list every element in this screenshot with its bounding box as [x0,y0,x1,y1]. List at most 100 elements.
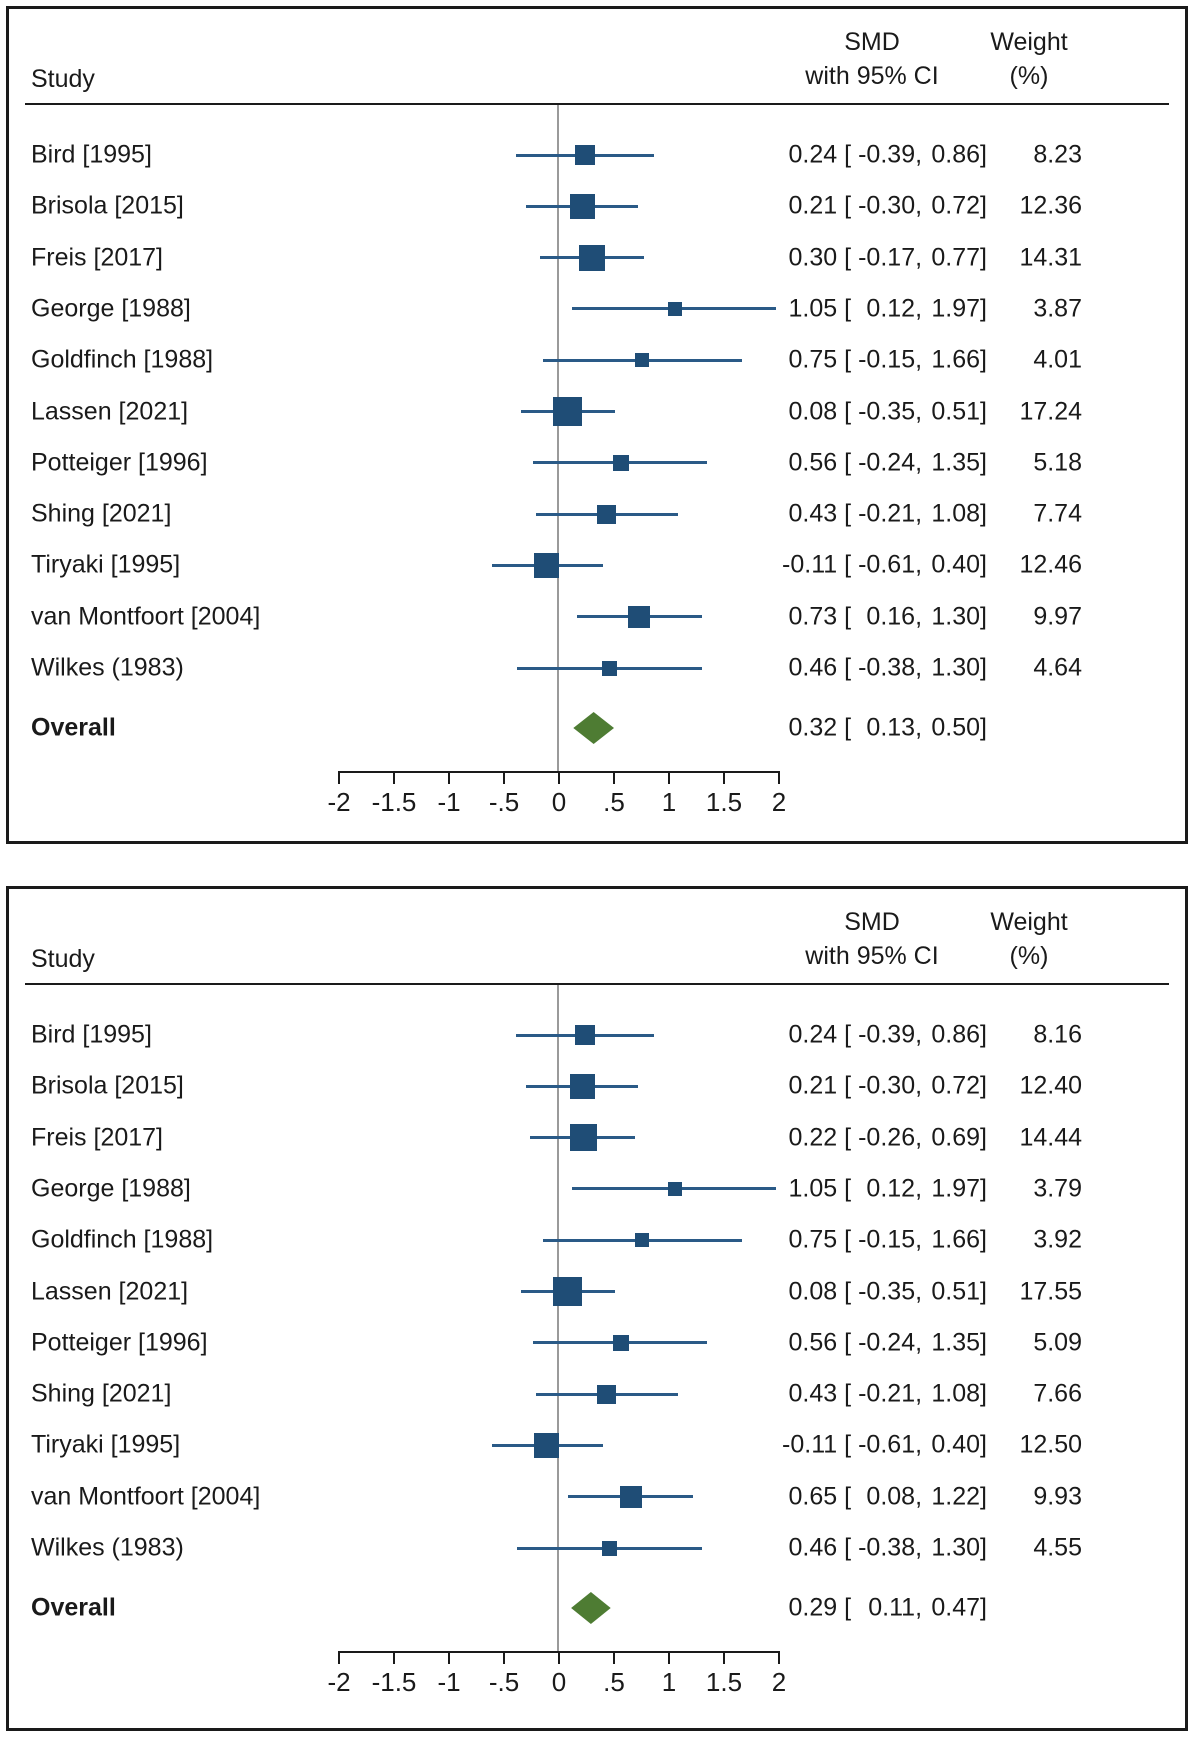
ci-lower: -0.39 [858,140,916,169]
smd-ci-value: 0.56 [-0.24, 1.35] [709,1328,987,1357]
study-row: Goldfinch [1988] 0.75 [-0.15, 1.66] 4.01 [9,334,1185,386]
smd-ci-value: 0.46 [-0.38, 1.30] [709,654,987,683]
weight-value: 8.23 [1033,140,1082,169]
study-label: Lassen [2021] [31,397,189,425]
effect-square [553,397,583,426]
smd-ci-value: 0.73 [0.16, 1.30] [709,602,987,631]
ci-lower: -0.15 [858,1225,916,1254]
study-row: George [1988] 1.05 [0.12, 1.97] 3.87 [9,283,1185,335]
smd-ci-value: 0.32 [0.13, 0.50] [709,714,987,743]
study-row: Shing [2021] 0.43 [-0.21, 1.08] 7.74 [9,488,1185,540]
study-label: Bird [1995] [31,140,152,169]
ci-lower: 0.13 [866,713,916,742]
x-axis-tick-label: -1 [437,1667,461,1697]
weight-value: 12.40 [1019,1071,1082,1100]
smd-ci-value: 0.08 [-0.35, 0.51] [709,397,987,426]
study-row: Potteiger [1996] 0.56 [-0.24, 1.35] 5.18 [9,437,1185,489]
ci-upper: 0.86 [931,1020,981,1049]
effect-square [579,244,605,271]
effect-square [575,1025,596,1045]
smd-estimate: 0.56 [788,448,838,477]
x-axis-tick-label: -2 [327,787,351,817]
study-row: Wilkes (1983) 0.46 [-0.38, 1.30] 4.64 [9,642,1185,694]
bracket-close: ] [980,1020,987,1049]
bracket-open: [ [837,294,852,323]
ci-upper: 0.77 [931,243,981,272]
bracket-close: ] [980,499,987,528]
bracket-close: ] [980,1071,987,1100]
effect-square [667,1181,682,1196]
study-row: Tiryaki [1995] -0.11 [-0.61, 0.40] 12.46 [9,539,1185,591]
x-axis-tick-label: 1 [661,787,677,817]
weight-value: 7.74 [1033,499,1082,528]
bracket-close: ] [980,448,987,477]
x-axis-tick [393,771,395,784]
comma: , [915,550,923,579]
bracket-close: ] [980,345,987,374]
plot-rows: Bird [1995] 0.24 [-0.39, 0.86] 8.16 Brisola … [9,889,1185,1728]
weight-value: 7.66 [1033,1379,1082,1408]
comma: , [915,713,923,742]
bracket-close: ] [980,1277,987,1305]
x-axis-tick-label: -2 [327,1667,351,1697]
ci-lower: -0.26 [858,1123,916,1152]
smd-estimate: 0.21 [788,1071,838,1100]
overall-row: Overall 0.32 [0.13, 0.50] [9,702,1185,754]
ci-upper: 1.30 [931,602,981,631]
comma: , [915,602,923,631]
study-row: Brisola [2015] 0.21 [-0.30, 0.72] 12.36 [9,180,1185,232]
ci-upper: 1.30 [931,653,981,682]
study-label: Freis [2017] [31,1123,164,1152]
smd-ci-value: 0.43 [-0.21, 1.08] [709,1380,987,1409]
study-row: Wilkes (1983) 0.46 [-0.38, 1.30] 4.55 [9,1522,1185,1574]
study-row: Lassen [2021] 0.08 [-0.35, 0.51] 17.55 [9,1266,1185,1318]
ci-upper: 0.72 [931,1071,981,1100]
effect-square [628,605,651,628]
zero-reference-line [557,105,559,773]
zero-reference-line [557,985,559,1653]
x-axis-tick-label: 0 [551,1667,567,1697]
effect-square [534,1432,560,1458]
smd-estimate: 0.24 [788,140,838,169]
study-label: Wilkes (1983) [31,1533,184,1562]
effect-square [596,1384,616,1404]
weight-value: 14.31 [1019,243,1082,272]
smd-ci-value: 0.24 [-0.39, 0.86] [709,141,987,170]
study-label: Potteiger [1996] [31,448,208,477]
bracket-close: ] [980,713,987,742]
effect-square [612,1334,629,1351]
bracket-open: [ [837,1593,852,1622]
x-axis-tick-label: 2 [771,1667,787,1697]
bracket-open: [ [837,550,852,579]
bracket-close: ] [980,140,987,169]
smd-estimate: 0.24 [788,1020,838,1049]
ci-lower: -0.35 [858,1277,916,1305]
study-row: Freis [2017] 0.30 [-0.17, 0.77] 14.31 [9,232,1185,284]
smd-ci-value: 0.22 [-0.26, 0.69] [709,1123,987,1152]
smd-ci-value: 0.21 [-0.30, 0.72] [709,192,987,221]
bracket-close: ] [980,397,987,425]
x-axis-tick-label: -1 [437,787,461,817]
comma: , [915,1071,923,1100]
comma: , [915,1123,923,1152]
ci-lower: -0.30 [858,1071,916,1100]
x-axis-tick-label: -.5 [488,787,520,817]
bracket-close: ] [980,1593,987,1622]
ci-lower: -0.17 [858,243,916,272]
x-axis-tick [393,1651,395,1664]
weight-value: 14.44 [1019,1123,1082,1152]
bracket-close: ] [980,1123,987,1152]
smd-estimate: -0.11 [782,1430,838,1459]
comma: , [915,448,923,477]
study-row: Brisola [2015] 0.21 [-0.30, 0.72] 12.40 [9,1060,1185,1112]
ci-upper: 0.40 [931,1430,981,1459]
column-header-smd-ci: SMD with 95% CI [727,905,1017,973]
x-axis-tick [503,1651,505,1664]
comma: , [915,1174,923,1203]
column-header-smd-ci: SMD with 95% CI [727,25,1017,93]
comma: , [915,397,923,425]
comma: , [915,1020,923,1049]
ci-lower: 0.16 [866,602,916,631]
weight-value: 3.87 [1033,294,1082,323]
ci-lower: -0.21 [858,499,916,528]
